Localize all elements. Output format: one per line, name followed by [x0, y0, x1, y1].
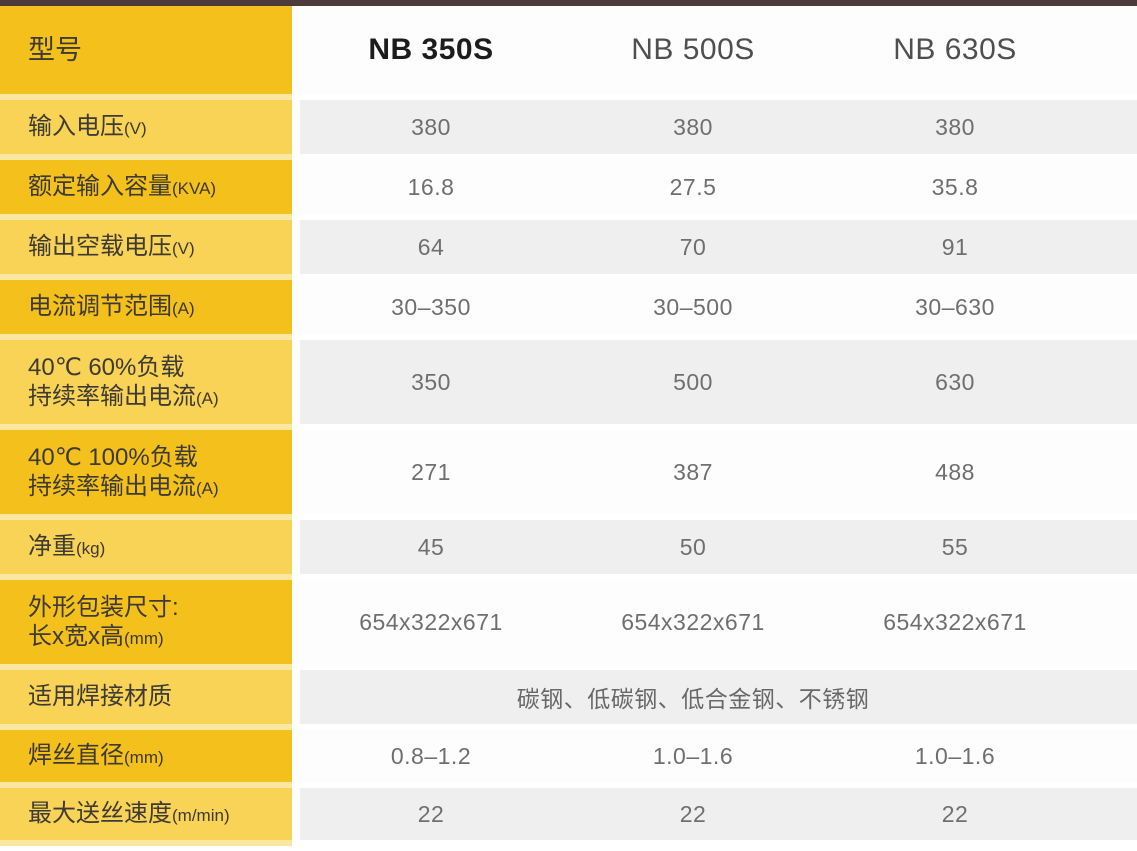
unit-label: (A) — [196, 479, 219, 498]
spec-value: 50 — [679, 533, 707, 560]
spec-value: 30–500 — [653, 293, 733, 320]
spec-value: 91 — [941, 233, 969, 260]
unit-label: (A) — [196, 389, 219, 408]
unit-label: (mm) — [124, 629, 164, 648]
spec-row: 输入电压(V) 380 380 380 — [0, 100, 1137, 160]
row-label: 额定输入容量(KVA) — [28, 173, 217, 201]
spec-row: 额定输入容量(KVA) 16.8 27.5 35.8 — [0, 160, 1137, 220]
spec-value: 45 — [417, 533, 445, 560]
row-label: 焊丝直径(mm) — [28, 742, 164, 770]
model-name: NB 350S — [368, 33, 494, 66]
row-label-cell: 40℃ 60%负载 持续率输出电流(A) — [0, 340, 292, 430]
row-value-band: 654x322x671 654x322x671 654x322x671 — [300, 580, 1137, 670]
row-label-cell: 输入电压(V) — [0, 100, 292, 160]
spec-value: 70 — [679, 233, 707, 260]
spec-value: 22 — [417, 800, 445, 827]
row-label: 外形包装尺寸: — [28, 593, 179, 621]
header-label: 型号 — [28, 34, 82, 65]
model-name: NB 500S — [631, 33, 755, 66]
row-label: 适用焊接材质 — [28, 683, 172, 711]
row-value-band: 30–350 30–500 30–630 — [300, 280, 1137, 340]
row-value-band: 271 387 488 — [300, 430, 1137, 520]
spec-row: 40℃ 60%负载 持续率输出电流(A) 350 500 630 — [0, 340, 1137, 430]
spec-value: 22 — [679, 800, 707, 827]
row-label: 长x宽x高(mm) — [28, 623, 164, 650]
unit-label: (m/min) — [172, 806, 230, 826]
unit-label: (mm) — [124, 748, 164, 768]
row-label-cell: 焊丝直径(mm) — [0, 730, 292, 788]
row-value-band: 350 500 630 — [300, 340, 1137, 430]
spec-table: 型号 NB 350S NB 500S NB 630S 输入电压(V) 380 380… — [0, 6, 1137, 846]
row-label: 输出空载电压(V) — [28, 233, 195, 261]
spec-value: 35.8 — [931, 173, 979, 200]
spec-row: 40℃ 100%负载 持续率输出电流(A) 271 387 488 — [0, 430, 1137, 520]
spec-value: 380 — [935, 113, 975, 140]
spec-row: 焊丝直径(mm) 0.8–1.2 1.0–1.6 1.0–1.6 — [0, 730, 1137, 788]
row-label: 电流调节范围(A) — [28, 293, 195, 321]
row-label-cell: 电流调节范围(A) — [0, 280, 292, 340]
spec-value: 30–350 — [391, 293, 471, 320]
row-label-cell: 额定输入容量(KVA) — [0, 160, 292, 220]
spec-value: 271 — [411, 458, 451, 485]
spec-row: 适用焊接材质 碳钢、低碳钢、低合金钢、不锈钢 — [0, 670, 1137, 730]
spec-row: 外形包装尺寸: 长x宽x高(mm) 654x322x671 654x322x671 65… — [0, 580, 1137, 670]
spec-value: 387 — [673, 458, 713, 485]
spec-value: 1.0–1.6 — [914, 742, 996, 769]
model-header-band: NB 350S NB 500S NB 630S — [300, 6, 1137, 100]
row-label: 持续率输出电流(A) — [28, 473, 219, 500]
spec-value: 380 — [673, 113, 713, 140]
row-value-band: 0.8–1.2 1.0–1.6 1.0–1.6 — [300, 730, 1137, 788]
row-value-band: 45 50 55 — [300, 520, 1137, 580]
unit-label: (KVA) — [172, 179, 217, 199]
row-value-band: 64 70 91 — [300, 220, 1137, 280]
row-value-band: 380 380 380 — [300, 100, 1137, 160]
spec-value: 64 — [417, 233, 445, 260]
row-label: 净重(kg) — [28, 533, 106, 561]
row-value-band: 碳钢、低碳钢、低合金钢、不锈钢 — [300, 670, 1137, 730]
spec-row: 电流调节范围(A) 30–350 30–500 30–630 — [0, 280, 1137, 340]
spec-value: 27.5 — [669, 173, 717, 200]
row-label-cell: 适用焊接材质 — [0, 670, 292, 730]
spec-value: 380 — [411, 113, 451, 140]
unit-label: (kg) — [76, 539, 106, 559]
row-value-band: 16.8 27.5 35.8 — [300, 160, 1137, 220]
spec-value: 0.8–1.2 — [390, 742, 472, 769]
model-name: NB 630S — [893, 33, 1017, 66]
row-label-cell: 最大送丝速度(m/min) — [0, 788, 292, 846]
spec-value: 16.8 — [407, 173, 455, 200]
spec-value: 488 — [935, 458, 975, 485]
spec-value: 500 — [673, 368, 713, 395]
top-bar — [0, 0, 1137, 6]
spec-row: 净重(kg) 45 50 55 — [0, 520, 1137, 580]
spec-value-merged: 碳钢、低碳钢、低合金钢、不锈钢 — [516, 686, 870, 712]
spec-rows: 输入电压(V) 380 380 380 额定输入容量(KVA) 16.8 27.5 35.8 输… — [0, 100, 1137, 846]
unit-label: (A) — [172, 299, 195, 319]
spec-value: 1.0–1.6 — [652, 742, 734, 769]
spec-value: 630 — [935, 368, 975, 395]
spec-value: 350 — [411, 368, 451, 395]
spec-row: 最大送丝速度(m/min) 22 22 22 — [0, 788, 1137, 846]
row-label-cell: 输出空载电压(V) — [0, 220, 292, 280]
row-label: 输入电压(V) — [28, 113, 147, 141]
spec-row: 输出空载电压(V) 64 70 91 — [0, 220, 1137, 280]
spec-value: 654x322x671 — [883, 608, 1027, 635]
row-label-cell: 40℃ 100%负载 持续率输出电流(A) — [0, 430, 292, 520]
spec-value: 654x322x671 — [359, 608, 503, 635]
row-label: 持续率输出电流(A) — [28, 383, 219, 410]
row-label: 40℃ 60%负载 — [28, 353, 185, 381]
unit-label: (V) — [124, 119, 147, 139]
spec-value: 30–630 — [915, 293, 995, 320]
unit-label: (V) — [172, 239, 195, 259]
spec-value: 654x322x671 — [621, 608, 765, 635]
row-label: 最大送丝速度(m/min) — [28, 800, 230, 828]
row-value-band: 22 22 22 — [300, 788, 1137, 846]
row-label-cell: 净重(kg) — [0, 520, 292, 580]
row-label: 40℃ 100%负载 — [28, 443, 198, 471]
row-label-cell: 外形包装尺寸: 长x宽x高(mm) — [0, 580, 292, 670]
model-header-row: 型号 NB 350S NB 500S NB 630S — [0, 6, 1137, 100]
spec-value: 55 — [941, 533, 969, 560]
spec-value: 22 — [941, 800, 969, 827]
header-label-cell: 型号 — [0, 6, 292, 100]
